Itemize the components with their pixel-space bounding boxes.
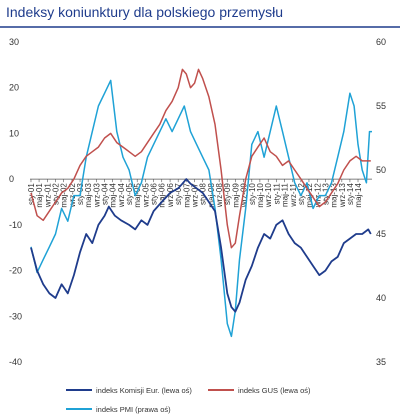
chart-title: Indeksy koniunktury dla polskiego przemy…: [6, 4, 283, 20]
left-tick-label: 30: [9, 37, 19, 47]
left-tick-label: -40: [9, 357, 22, 367]
right-tick-label: 60: [376, 37, 386, 47]
left-tick-label: -20: [9, 266, 22, 276]
legend-label-gus: indeks GUS (lewa oś): [238, 386, 311, 395]
series-line-1: [31, 69, 371, 247]
legend-label-pmi: indeks PMI (prawa oś): [96, 405, 171, 414]
right-tick-label: 40: [376, 293, 386, 303]
left-tick-label: -10: [9, 220, 22, 230]
left-tick-label: -30: [9, 311, 22, 321]
left-tick-label: 20: [9, 83, 19, 93]
legend-item-pmi: indeks PMI (prawa oś): [66, 405, 171, 414]
legend-item-komisja: indeks Komisji Eur. (lewa oś): [66, 386, 192, 395]
left-tick-label: 10: [9, 128, 19, 138]
legend: indeks Komisji Eur. (lewa oś) indeks GUS…: [66, 386, 311, 414]
right-tick-label: 45: [376, 229, 386, 239]
left-tick-label: 0: [9, 174, 14, 184]
right-tick-label: 35: [376, 357, 386, 367]
left-axis: 30 20 10 0 -10 -20 -30 -40: [9, 37, 22, 367]
right-axis: 60 55 50 45 40 35: [376, 37, 386, 367]
right-tick-label: 55: [376, 101, 386, 111]
right-tick-label: 50: [376, 165, 386, 175]
legend-label-komisja: indeks Komisji Eur. (lewa oś): [96, 386, 192, 395]
legend-item-gus: indeks GUS (lewa oś): [208, 386, 311, 395]
series-line-2: [31, 80, 372, 336]
x-tick-label: maj-14: [354, 183, 363, 208]
